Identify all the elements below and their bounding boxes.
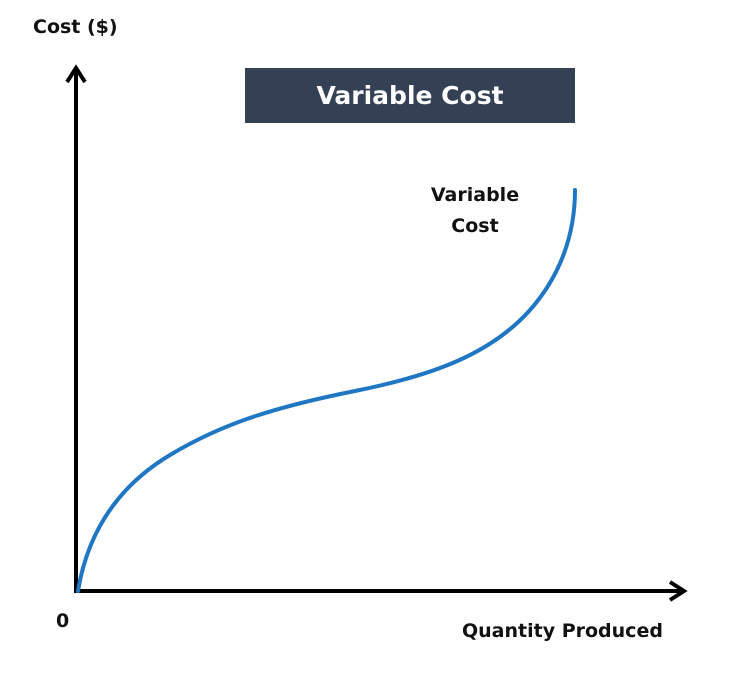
- curve-label: Variable Cost: [400, 180, 550, 242]
- curve-label-line2: Cost: [451, 215, 499, 237]
- y-axis-arrow-icon: [65, 64, 87, 84]
- y-axis-label: Cost ($): [33, 16, 118, 38]
- variable-cost-curve: [76, 188, 577, 593]
- x-axis-arrow-icon: [668, 580, 688, 602]
- title-box: Variable Cost: [245, 68, 575, 123]
- curve-label-line1: Variable: [430, 184, 520, 206]
- origin-label: 0: [56, 610, 70, 632]
- chart-title: Variable Cost: [316, 81, 504, 110]
- x-axis-label: Quantity Produced: [462, 620, 663, 642]
